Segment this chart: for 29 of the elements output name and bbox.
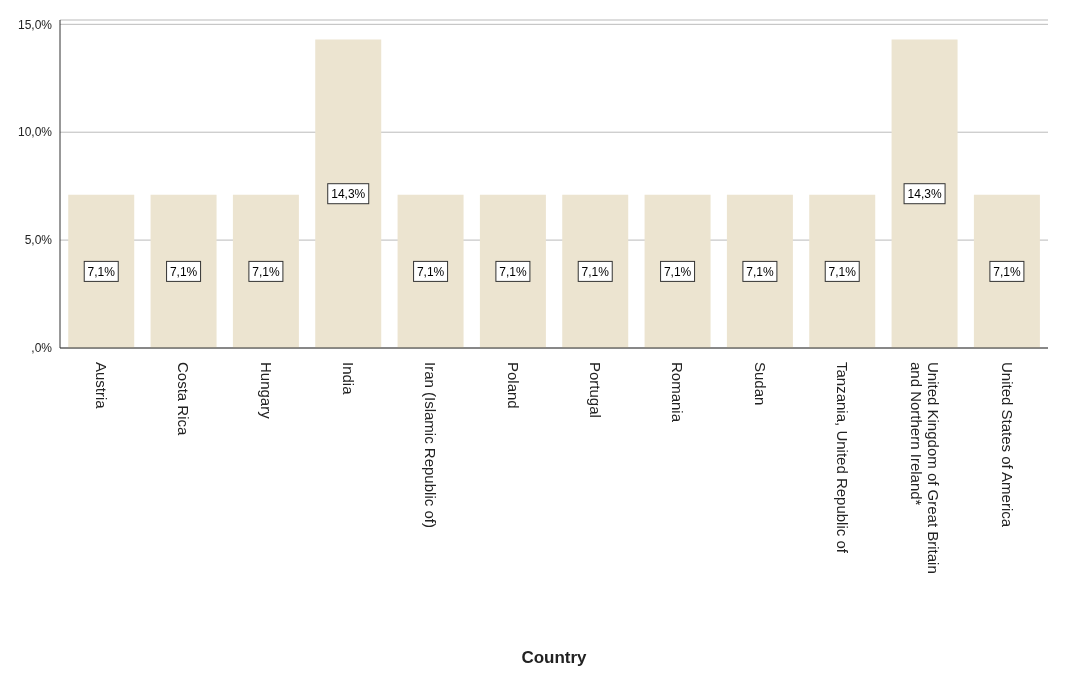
x-axis-title: Country xyxy=(521,648,588,667)
x-tick-label: Poland xyxy=(504,362,522,409)
data-label: 7,1% xyxy=(252,264,280,279)
x-tick-label: Costa Rica xyxy=(175,362,193,437)
x-tick-label: Tanzania, United Republic of xyxy=(833,362,851,554)
y-tick-label: 15,0% xyxy=(17,17,53,32)
x-tick-label: United States of America xyxy=(998,362,1016,528)
data-label: 7,1% xyxy=(993,264,1021,279)
x-tick-label: India xyxy=(339,362,357,396)
x-tick-label: Sudan xyxy=(751,362,769,406)
data-label: 7,1% xyxy=(581,264,610,279)
x-tick-label: Iran (Islamic Republic of) xyxy=(422,362,440,528)
data-label: 7,1% xyxy=(663,264,692,279)
data-label: 14,3% xyxy=(907,186,942,201)
data-label: 14,3% xyxy=(331,186,366,201)
x-tick-label: Romania xyxy=(669,362,687,423)
x-tick-label: United Kingdom of Great Britain and Northern Ireland* xyxy=(907,362,942,574)
y-tick-label: 10,0% xyxy=(17,125,53,140)
x-tick-label: Austria xyxy=(92,362,110,410)
y-tick-label: ,0% xyxy=(31,341,53,356)
data-label: 7,1% xyxy=(169,264,198,279)
data-label: 7,1% xyxy=(87,264,116,279)
data-label: 7,1% xyxy=(416,264,445,279)
y-tick-label: 5,0% xyxy=(24,233,53,248)
x-tick-label: Portugal xyxy=(586,362,604,418)
x-tick-label: Hungary xyxy=(257,362,275,420)
data-label: 7,1% xyxy=(499,264,527,279)
data-label: 7,1% xyxy=(746,264,774,279)
data-label: 7,1% xyxy=(828,264,857,279)
